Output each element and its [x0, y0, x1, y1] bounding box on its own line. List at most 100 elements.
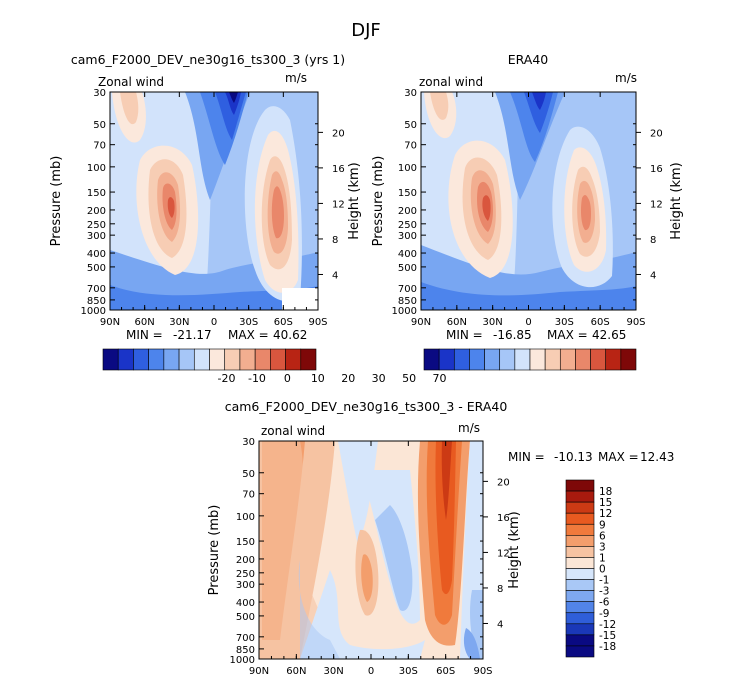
- colorbar-swatch: [300, 348, 317, 371]
- y-tick-label: 400: [87, 249, 106, 260]
- panel-diff-contour-field: [259, 441, 483, 659]
- panel-diff-y-axis-title: Pressure (mb): [207, 505, 222, 596]
- y-tick-label: 300: [398, 231, 417, 242]
- colorbar-swatch: [544, 348, 561, 371]
- right-tick-label: 16: [497, 513, 510, 524]
- contour-fill: [110, 285, 318, 310]
- y-tick-label: 100: [87, 163, 106, 174]
- contour-fill: [441, 441, 452, 520]
- colorbar-swatch: [559, 348, 576, 371]
- x-tick-label: 30N: [483, 317, 503, 328]
- colorbar-swatch: [565, 579, 595, 591]
- colorbar-label: -6: [599, 597, 610, 609]
- colorbar-swatch: [565, 645, 595, 658]
- colorbar-swatch: [499, 348, 516, 371]
- y-tick-label: 100: [398, 163, 417, 174]
- x-tick-label: 90N: [411, 317, 431, 328]
- colorbar-swatch: [620, 348, 637, 371]
- panel-model-stats: MIN = -21.17 MAX = 40.62: [126, 328, 307, 342]
- y-tick-label: 300: [236, 580, 255, 591]
- y-tick-label: 200: [236, 555, 255, 566]
- contour-fill: [430, 92, 449, 120]
- y-tick-label: 1000: [81, 306, 106, 317]
- right-tick-label: 12: [497, 548, 510, 559]
- contour-fill: [482, 195, 491, 221]
- y-tick-label: 200: [398, 206, 417, 217]
- y-tick-label: 250: [398, 220, 417, 231]
- colorbar-label: 1: [599, 552, 606, 564]
- y-tick-label: 500: [398, 263, 417, 274]
- panel-obs-variable-label: zonal wind: [419, 75, 483, 89]
- y-tick-label: 400: [236, 598, 255, 609]
- y-tick-label: 100: [236, 512, 255, 523]
- right-tick-label: 8: [650, 235, 656, 246]
- colorbar-label: -12: [599, 619, 616, 631]
- contour-fill: [361, 554, 373, 602]
- colorbar-swatch: [254, 348, 271, 371]
- y-tick-label: 50: [242, 469, 255, 480]
- colorbar-swatch: [133, 348, 149, 371]
- x-tick-label: 90S: [473, 666, 492, 677]
- colorbar-label: -10: [248, 372, 266, 385]
- colorbar-swatch: [565, 634, 595, 647]
- colorbar-label: 9: [599, 519, 606, 531]
- y-tick-label: 30: [93, 88, 106, 99]
- contour-fill: [300, 570, 425, 659]
- right-tick-label: 16: [332, 164, 345, 175]
- right-tick-label: 4: [332, 270, 338, 281]
- y-tick-label: 850: [236, 645, 255, 656]
- panel-diff-units-label: m/s: [458, 421, 480, 435]
- colorbar-swatch: [239, 348, 256, 371]
- colorbar-swatch: [529, 348, 546, 371]
- colorbar-label: -18: [599, 641, 616, 653]
- panel-obs-contour-field: [421, 92, 636, 310]
- contour-fill: [532, 92, 546, 110]
- min-value: -16.85: [493, 328, 532, 342]
- colorbar-label: 0: [284, 372, 291, 385]
- colorbar-swatch: [193, 348, 210, 371]
- y-tick-label: 700: [236, 633, 255, 644]
- y-tick-label: 200: [87, 206, 106, 217]
- colorbar-label: 10: [311, 372, 325, 385]
- min-label: MIN =: [508, 450, 545, 464]
- panel-obs-y-axis-title: Pressure (mb): [371, 156, 386, 247]
- colorbar-swatch: [590, 348, 607, 371]
- x-tick-label: 90N: [249, 666, 269, 677]
- y-tick-label: 50: [93, 120, 106, 131]
- max-label: MAX =: [547, 328, 588, 342]
- colorbar-swatch: [270, 348, 286, 371]
- y-tick-label: 150: [87, 188, 106, 199]
- colorbar-label: 15: [599, 497, 612, 509]
- colorbar-model: -20 -10 0 10 20 30 50 70: [102, 348, 447, 385]
- panel-diff-right-axis-title: Height (km): [507, 511, 522, 588]
- colorbar-label: 0: [599, 564, 606, 576]
- y-tick-label: 70: [242, 490, 255, 501]
- x-tick-label: 60N: [286, 666, 306, 677]
- panel-model-axes: 3050701001502002503004005007008501000481…: [81, 88, 345, 328]
- colorbar-label: 18: [599, 486, 612, 498]
- max-value: 42.65: [592, 328, 626, 342]
- x-tick-label: 30N: [169, 317, 189, 328]
- panel-obs-right-axis-title: Height (km): [669, 162, 684, 239]
- y-tick-label: 30: [242, 437, 255, 448]
- max-value: 12.43: [640, 450, 674, 464]
- panel-model-contour-field: [110, 92, 318, 310]
- x-tick-label: 60S: [436, 666, 455, 677]
- panel-model-units-label: m/s: [285, 71, 307, 85]
- right-tick-label: 12: [332, 199, 345, 210]
- contour-fill: [421, 282, 636, 310]
- panel-diff-variable-label: zonal wind: [261, 424, 325, 438]
- x-tick-label: 0: [368, 666, 374, 677]
- y-tick-label: 500: [236, 612, 255, 623]
- max-label: MAX =: [228, 328, 269, 342]
- colorbar-label: -9: [599, 608, 609, 620]
- colorbar-swatch: [565, 601, 595, 614]
- colorbar-label: -3: [599, 586, 609, 598]
- right-tick-label: 8: [332, 235, 338, 246]
- colorbar-label: 70: [433, 372, 447, 385]
- panel-model-right-axis-title: Height (km): [347, 162, 362, 239]
- colorbar-label: -15: [599, 630, 616, 642]
- colorbar-swatch: [117, 348, 134, 371]
